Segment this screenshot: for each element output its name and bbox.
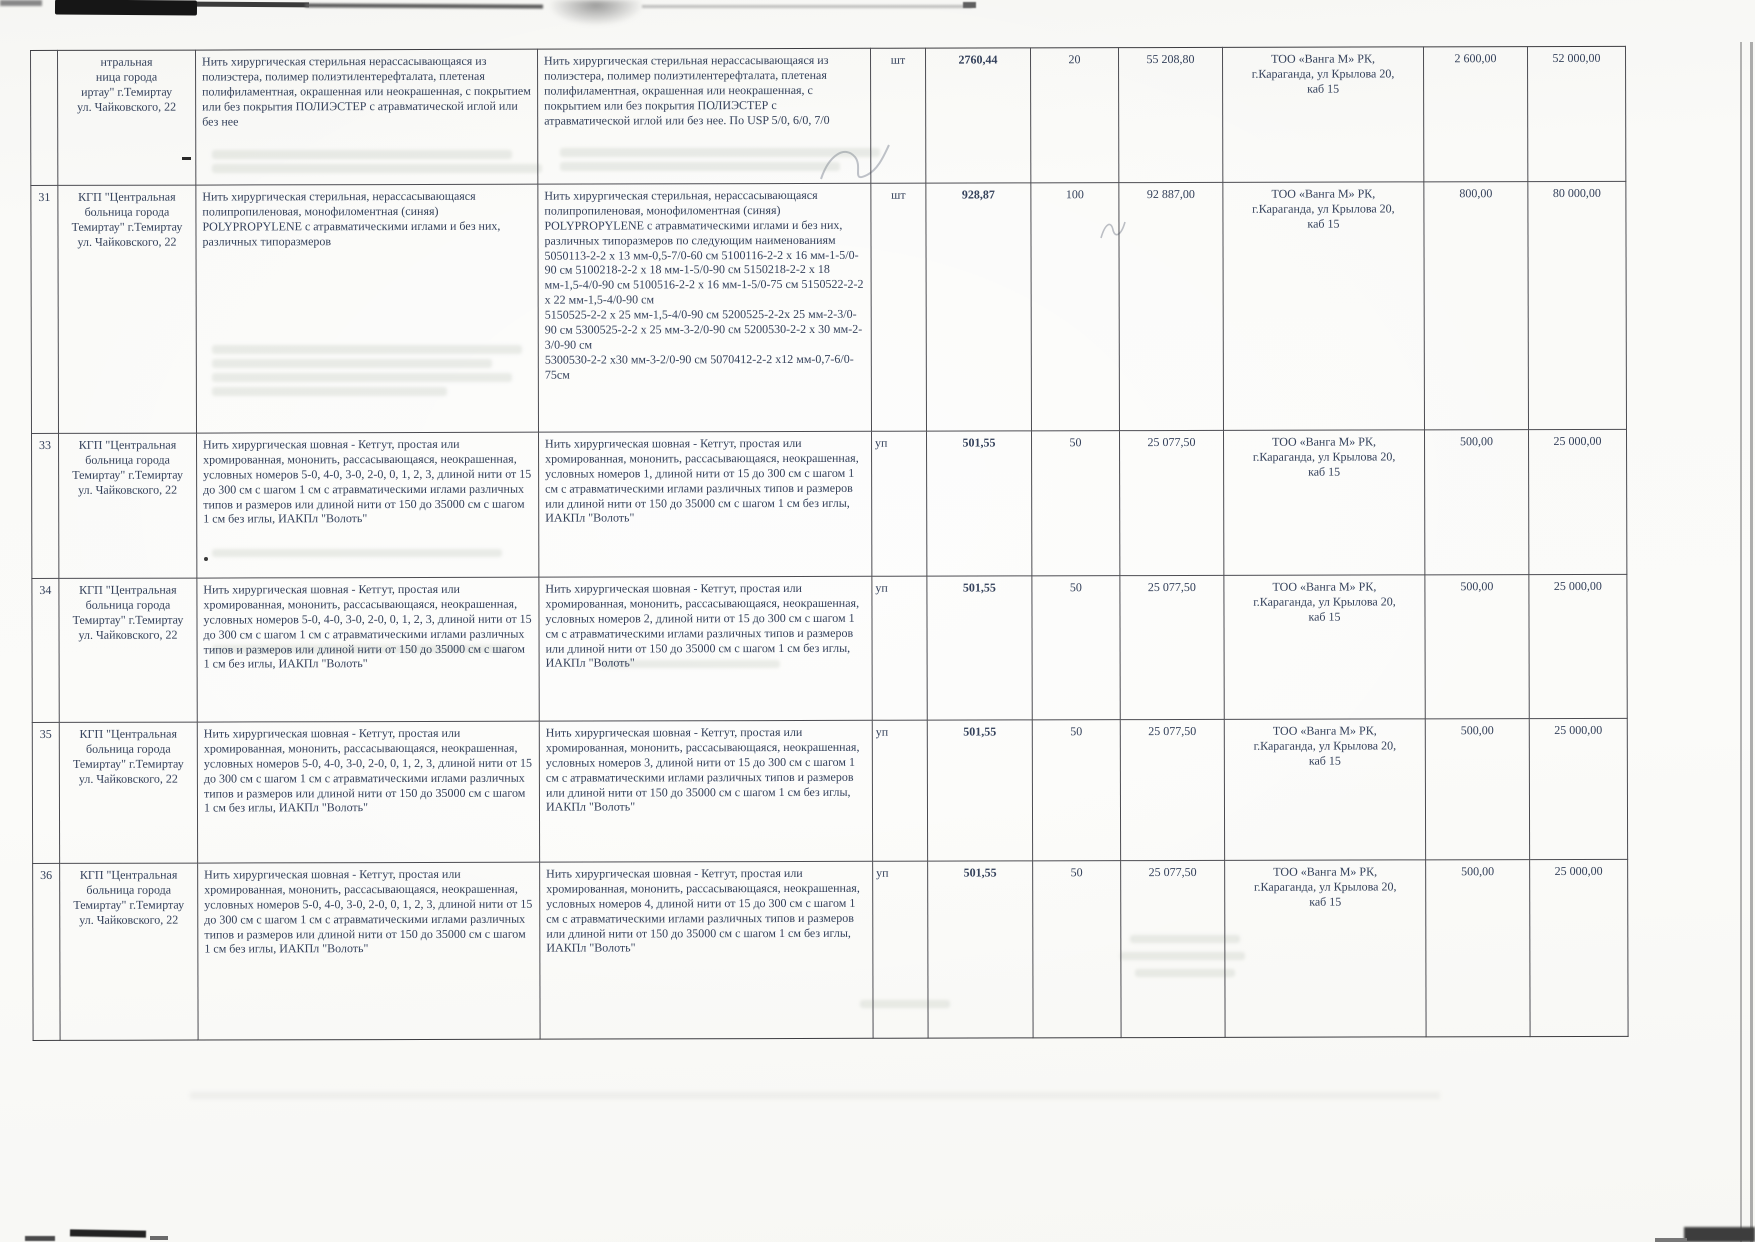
row-number: 35 (32, 722, 60, 864)
customer-cell: КГП "Центральная больница города Темирта… (58, 578, 198, 723)
unit-cell: шт (870, 48, 926, 184)
unit-price-cell: 501,55 (927, 860, 1034, 1039)
row-number: 34 (31, 578, 60, 723)
supplier-cell: ТОО «Ванга М» РК, г.Караганда, ул Крылов… (1222, 46, 1424, 183)
customer-cell: КГП "Центральная больница города Темирта… (59, 863, 199, 1041)
supplier-cell: ТОО «Ванга М» РК, г.Караганда, ул Крылов… (1224, 859, 1427, 1038)
offer-price-cell: 2 600,00 (1423, 46, 1528, 182)
offer-total-cell: 25 000,00 (1529, 718, 1628, 860)
scan-artifact-top-line2 (304, 3, 544, 9)
scan-artifact-top-band (54, 0, 198, 16)
unit-cell: шт (870, 183, 927, 432)
description2-cell: Нить хирургическая шовная - Кетгут, прос… (538, 576, 873, 722)
total-sum-cell: 25 077,50 (1119, 575, 1225, 720)
offer-total-cell: 25 000,00 (1529, 859, 1629, 1037)
description1-cell: Нить хирургическая шовная - Кетгут, прос… (196, 577, 540, 723)
quantity-cell: 20 (1030, 47, 1119, 183)
quantity-cell: 50 (1031, 575, 1121, 720)
description2-cell: Нить хирургическая шовная - Кетгут, прос… (538, 431, 872, 578)
scan-artifact-bottom-left (69, 1229, 147, 1238)
customer-cell: нтральная ница города иртау" г.Темиртау … (57, 50, 196, 186)
row-number: 33 (31, 433, 59, 579)
supplier-cell: ТОО «Ванга М» РК, г.Караганда, ул Крылов… (1222, 181, 1425, 431)
total-sum-cell: 92 887,00 (1118, 182, 1224, 431)
total-sum-cell: 25 077,50 (1119, 430, 1224, 576)
offer-price-cell: 500,00 (1425, 718, 1530, 860)
table-row: нтральная ница города иртау" г.Темиртау … (30, 46, 1626, 186)
description1-cell: Нить хирургическая шовная - Кетгут, прос… (197, 862, 541, 1041)
total-sum-cell: 55 208,80 (1118, 47, 1223, 183)
scan-artifact-top-line3 (642, 5, 972, 8)
scan-artifact-bottom-right2 (1655, 1238, 1687, 1242)
unit-cell: уп (872, 720, 928, 862)
table-row: 35 КГП "Центральная больница города Теми… (32, 718, 1628, 864)
supplier-cell: ТОО «Ванга М» РК, г.Караганда, ул Крылов… (1223, 429, 1425, 576)
description2-cell: Нить хирургическая стерильная нерассасыв… (537, 48, 871, 185)
description2-cell: Нить хирургическая стерильная, нерассасы… (537, 183, 872, 433)
description2-cell: Нить хирургическая шовная - Кетгут, прос… (539, 861, 874, 1040)
scan-artifact-bottom-left2 (25, 1236, 55, 1241)
offer-price-cell: 500,00 (1425, 859, 1531, 1037)
offer-total-cell: 25 000,00 (1528, 429, 1627, 575)
description1-cell: Нить хирургическая шовная - Кетгут, прос… (197, 721, 540, 864)
description1-cell: Нить хирургическая шовная - Кетгут, прос… (196, 432, 539, 579)
customer-cell: КГП "Центральная больница города Темирта… (57, 185, 197, 434)
offer-price-cell: 800,00 (1423, 181, 1529, 430)
scan-streak (190, 1092, 1440, 1099)
quantity-cell: 50 (1031, 430, 1120, 576)
table-row: 31 КГП "Центральная больница города Теми… (30, 181, 1627, 434)
quantity-cell: 50 (1032, 719, 1121, 861)
total-sum-cell: 25 077,50 (1120, 860, 1226, 1038)
procurement-table: нтральная ница города иртау" г.Темиртау … (30, 46, 1629, 1041)
row-number: 36 (32, 863, 61, 1041)
table-row: 36 КГП "Центральная больница города Теми… (32, 859, 1629, 1041)
scan-edge-right-line2 (1750, 42, 1753, 1242)
scan-artifact-top-smudge (548, 0, 644, 26)
scan-artifact-top-dot (963, 2, 976, 8)
scan-artifact-top-corner (0, 0, 42, 6)
unit-cell: уп (872, 861, 929, 1039)
offer-price-cell: 500,00 (1424, 574, 1530, 719)
customer-cell: КГП "Центральная больница города Темирта… (58, 433, 197, 579)
offer-total-cell: 25 000,00 (1528, 574, 1628, 719)
unit-cell: уп (871, 431, 927, 577)
description1-cell: Нить хирургическая стерильная нерассасыв… (195, 49, 538, 186)
row-number: 31 (30, 185, 59, 434)
offer-total-cell: 52 000,00 (1527, 46, 1626, 182)
quantity-cell: 100 (1030, 182, 1120, 431)
total-sum-cell: 25 077,50 (1120, 719, 1225, 861)
table-row: 33 КГП "Центральная больница города Теми… (31, 429, 1627, 579)
supplier-cell: ТОО «Ванга М» РК, г.Караганда, ул Крылов… (1224, 718, 1426, 861)
description2-cell: Нить хирургическая шовная - Кетгут, прос… (539, 720, 873, 863)
scan-artifact-bottom-left3 (150, 1236, 168, 1240)
scan-edge-right-line (1740, 42, 1742, 1242)
quantity-cell: 50 (1032, 860, 1122, 1038)
offer-total-cell: 80 000,00 (1527, 181, 1627, 430)
table-row: 34 КГП "Центральная больница города Теми… (31, 574, 1628, 723)
unit-price-cell: 501,55 (926, 575, 1033, 721)
unit-price-cell: 501,55 (927, 719, 1033, 862)
row-number (30, 50, 58, 186)
scan-artifact-bottom-right (1684, 1227, 1755, 1242)
unit-price-cell: 928,87 (925, 182, 1032, 432)
unit-price-cell: 501,55 (926, 430, 1032, 577)
supplier-cell: ТОО «Ванга М» РК, г.Караганда, ул Крылов… (1223, 574, 1426, 720)
scan-artifact-top-line (196, 1, 310, 8)
offer-price-cell: 500,00 (1424, 429, 1529, 575)
unit-price-cell: 2760,44 (925, 47, 1031, 184)
description1-cell: Нить хирургическая стерильная, нерассасы… (195, 184, 539, 434)
unit-cell: уп (871, 576, 928, 721)
customer-cell: КГП "Центральная больница города Темирта… (59, 722, 198, 864)
